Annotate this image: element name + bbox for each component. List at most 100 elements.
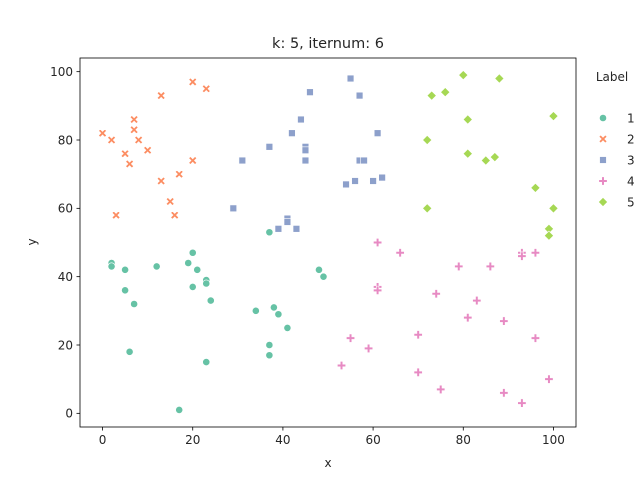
data-point-5	[462, 148, 473, 159]
data-point-4	[517, 398, 527, 408]
data-point-3	[288, 129, 296, 137]
data-point-1	[283, 324, 292, 332]
data-point-3	[301, 156, 310, 165]
plot-area: 0 20 40 60 80 100 0 20 40 60 80 100	[50, 57, 577, 447]
data-point-2	[129, 125, 139, 135]
data-point-1	[206, 296, 215, 305]
legend-label-5: 5	[627, 195, 635, 209]
x-tick-label: 40	[275, 433, 290, 447]
data-point-3	[292, 225, 301, 233]
data-point-5	[458, 70, 469, 81]
data-point-5	[548, 111, 559, 122]
data-point-5	[494, 73, 505, 84]
data-point-4	[472, 296, 482, 306]
data-point-2	[174, 169, 184, 179]
data-point-2	[143, 145, 153, 155]
legend-label-1: 1	[627, 111, 635, 125]
data-point-1	[188, 283, 197, 291]
plot-frame	[79, 57, 577, 428]
x-axis-label: x	[324, 456, 331, 470]
data-point-4	[431, 289, 441, 299]
y-tick-label: 60	[58, 202, 73, 216]
x-tick-label: 0	[99, 433, 107, 447]
data-point-1	[125, 347, 134, 356]
data-point-5	[530, 182, 541, 193]
legend-label-2: 2	[627, 132, 635, 146]
data-point-1	[315, 265, 323, 274]
data-point-5	[543, 230, 554, 241]
data-point-5	[440, 87, 451, 98]
data-point-3	[274, 225, 283, 233]
data-point-4	[413, 330, 423, 340]
data-point-1	[175, 406, 184, 414]
data-point-1	[265, 341, 274, 349]
x-tick-label: 20	[185, 433, 200, 447]
data-point-5	[422, 134, 433, 146]
legend: Label 1 2 3 4 5	[596, 70, 635, 209]
data-point-4	[517, 251, 527, 261]
data-point-5	[548, 203, 559, 214]
data-point-1	[265, 228, 274, 237]
data-point-3	[355, 91, 364, 100]
legend-marker-1	[599, 114, 607, 122]
data-point-4	[413, 367, 423, 377]
data-point-2	[156, 176, 166, 186]
chart-title: k: 5, iternum: 6	[272, 36, 384, 52]
y-tick-label: 0	[65, 407, 73, 421]
data-point-1	[269, 303, 278, 312]
data-point-1	[121, 265, 129, 274]
data-point-4	[364, 343, 374, 353]
data-point-2	[188, 77, 198, 87]
data-point-3	[351, 177, 359, 185]
legend-label-4: 4	[627, 174, 635, 188]
data-point-1	[193, 265, 202, 274]
data-point-4	[530, 333, 540, 343]
data-point-2	[170, 210, 180, 220]
data-point-3	[301, 146, 310, 154]
legend-title: Label	[596, 70, 628, 84]
x-tick-label: 60	[365, 433, 380, 447]
data-point-2	[111, 210, 121, 220]
data-point-1	[152, 262, 161, 271]
data-point-2	[120, 149, 130, 159]
data-point-1	[274, 310, 283, 319]
data-point-3	[373, 129, 382, 137]
data-point-1	[184, 259, 193, 267]
data-point-4	[346, 333, 356, 343]
data-point-4	[530, 248, 540, 258]
x-tick-label: 100	[542, 433, 565, 447]
data-point-1	[188, 248, 197, 257]
legend-marker-4	[598, 176, 608, 186]
data-point-2	[107, 135, 116, 145]
data-point-1	[265, 351, 274, 360]
data-point-2	[125, 159, 135, 169]
data-point-2	[156, 91, 166, 101]
y-axis-label: y	[25, 238, 39, 245]
y-tick-label: 20	[58, 338, 73, 352]
data-point-1	[251, 306, 260, 315]
data-point-5	[462, 114, 473, 125]
data-point-2	[201, 84, 211, 94]
data-point-3	[360, 156, 368, 165]
legend-label-3: 3	[627, 153, 635, 167]
data-point-3	[238, 156, 247, 165]
data-point-3	[369, 177, 377, 185]
data-point-4	[544, 374, 554, 384]
data-point-4	[499, 388, 509, 398]
data-point-3	[342, 180, 350, 189]
data-point-4	[436, 384, 446, 394]
data-point-4	[373, 285, 383, 295]
y-tick-label: 80	[58, 133, 73, 147]
data-point-4	[395, 248, 405, 258]
data-point-4	[337, 360, 347, 371]
data-point-4	[485, 261, 495, 271]
data-point-3	[283, 218, 292, 226]
data-point-3	[229, 204, 238, 213]
data-point-3	[306, 88, 314, 96]
data-point-1	[319, 272, 328, 281]
data-point-1	[121, 286, 129, 295]
x-tick-label: 80	[456, 433, 471, 447]
data-point-4	[454, 261, 464, 271]
legend-marker-3	[599, 156, 607, 164]
